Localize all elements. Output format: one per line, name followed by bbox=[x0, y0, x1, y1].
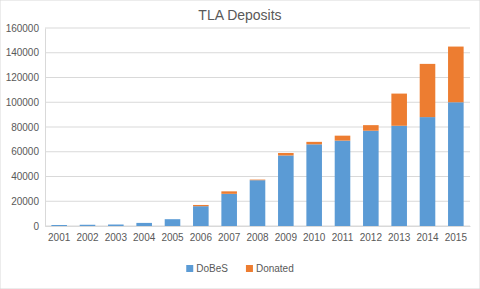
x-tick: 2004 bbox=[133, 226, 156, 243]
x-tick: 2015 bbox=[445, 226, 468, 243]
bar bbox=[363, 125, 379, 131]
bar bbox=[221, 194, 237, 226]
bar bbox=[51, 225, 67, 226]
background bbox=[0, 0, 480, 289]
bar bbox=[221, 191, 237, 193]
y-tick: 120000 bbox=[6, 72, 45, 83]
x-tick: 2014 bbox=[416, 226, 439, 243]
legend-label: DoBeS bbox=[196, 263, 228, 274]
bar bbox=[448, 102, 464, 226]
bar bbox=[165, 219, 181, 220]
y-tick: 0 bbox=[33, 221, 45, 232]
x-tick: 2001 bbox=[48, 226, 71, 243]
x-tick: 2003 bbox=[105, 226, 128, 243]
x-tick: 2007 bbox=[218, 226, 241, 243]
y-tick-label: 40000 bbox=[11, 171, 39, 182]
bar bbox=[80, 225, 96, 226]
legend-label: Donated bbox=[256, 263, 294, 274]
x-tick-label: 2011 bbox=[332, 232, 354, 243]
legend-item: Donated bbox=[246, 263, 294, 274]
y-tick: 100000 bbox=[6, 97, 45, 108]
bar bbox=[136, 222, 152, 223]
x-tick-label: 2012 bbox=[360, 232, 383, 243]
x-tick-label: 2013 bbox=[388, 232, 411, 243]
x-tick: 2012 bbox=[360, 226, 383, 243]
x-tick: 2008 bbox=[246, 226, 269, 243]
x-tick: 2009 bbox=[275, 226, 298, 243]
y-tick-label: 100000 bbox=[6, 97, 40, 108]
x-tick-label: 2009 bbox=[275, 232, 298, 243]
bar bbox=[51, 225, 67, 226]
legend-swatch bbox=[186, 265, 193, 272]
y-tick: 60000 bbox=[11, 146, 45, 157]
x-tick-label: 2002 bbox=[76, 232, 99, 243]
grid-line bbox=[45, 52, 470, 53]
bar bbox=[306, 144, 322, 226]
y-tick-label: 140000 bbox=[6, 47, 40, 58]
bar bbox=[278, 153, 294, 155]
bar bbox=[391, 126, 407, 226]
bar bbox=[108, 224, 124, 225]
y-tick: 160000 bbox=[6, 23, 45, 34]
series-1 bbox=[193, 47, 464, 207]
bar bbox=[165, 219, 181, 226]
y-tick: 80000 bbox=[11, 122, 45, 133]
x-tick: 2006 bbox=[190, 226, 213, 243]
x-tick-label: 2006 bbox=[190, 232, 213, 243]
legend-item: DoBeS bbox=[186, 263, 228, 274]
bar bbox=[420, 117, 436, 226]
x-axis-line bbox=[46, 226, 471, 227]
bar bbox=[278, 155, 294, 226]
x-tick: 2013 bbox=[388, 226, 411, 243]
x-tick: 2002 bbox=[76, 226, 99, 243]
x-tick-label: 2007 bbox=[218, 232, 241, 243]
x-tick-label: 2001 bbox=[48, 232, 71, 243]
y-axis-line bbox=[45, 29, 46, 227]
grid bbox=[45, 28, 470, 226]
bar bbox=[306, 142, 322, 144]
x-tick-label: 2015 bbox=[445, 232, 468, 243]
x-tick: 2011 bbox=[332, 226, 354, 243]
title: TLA Deposits bbox=[198, 7, 281, 23]
bar bbox=[250, 180, 266, 226]
bar bbox=[335, 136, 351, 141]
x-tick-label: 2010 bbox=[303, 232, 326, 243]
bar bbox=[193, 206, 209, 226]
y-tick-label: 80000 bbox=[11, 122, 39, 133]
y-tick-label: 0 bbox=[33, 221, 39, 232]
y-tick-label: 60000 bbox=[11, 146, 39, 157]
y-axis: 0 20000 40000 60000 80000 100000 120000 140000 1… bbox=[6, 23, 46, 232]
bar bbox=[391, 94, 407, 126]
bar bbox=[108, 225, 124, 226]
x-tick-label: 2004 bbox=[133, 232, 156, 243]
chart: TLA Deposits 0 20000 40000 60000 80000 100000 1… bbox=[0, 0, 480, 289]
bar bbox=[80, 224, 96, 225]
grid-line bbox=[45, 77, 470, 78]
plot: 0 20000 40000 60000 80000 100000 120000 140000 1… bbox=[6, 23, 471, 243]
y-tick: 140000 bbox=[6, 47, 45, 58]
bar bbox=[448, 47, 464, 103]
bar bbox=[363, 131, 379, 226]
bars bbox=[51, 47, 463, 226]
x-tick: 2010 bbox=[303, 226, 326, 243]
bar bbox=[335, 141, 351, 226]
bar bbox=[250, 179, 266, 181]
y-tick: 20000 bbox=[11, 196, 45, 207]
y-tick-label: 20000 bbox=[11, 196, 39, 207]
x-tick-label: 2003 bbox=[105, 232, 128, 243]
x-axis: 2001 2002 2003 2004 2005 2006 2007 2008 2009 2010… bbox=[46, 226, 471, 243]
x-tick-label: 2014 bbox=[416, 232, 439, 243]
bar bbox=[420, 64, 436, 117]
x-tick: 2005 bbox=[161, 226, 184, 243]
x-tick-label: 2005 bbox=[161, 232, 184, 243]
bar bbox=[193, 205, 209, 206]
legend: DoBeS Donated bbox=[186, 263, 294, 274]
y-tick-label: 160000 bbox=[6, 23, 40, 34]
grid-line bbox=[45, 28, 470, 29]
bar bbox=[136, 223, 152, 226]
legend-swatch bbox=[246, 265, 253, 272]
x-tick-label: 2008 bbox=[246, 232, 269, 243]
y-tick-label: 120000 bbox=[6, 72, 40, 83]
y-tick: 40000 bbox=[11, 171, 45, 182]
